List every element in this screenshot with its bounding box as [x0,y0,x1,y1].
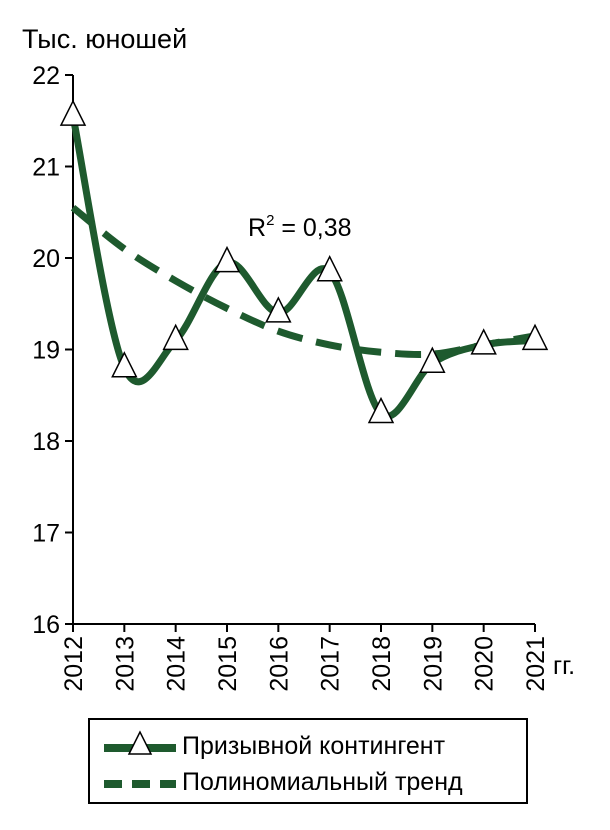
x-tick-label: 2018 [368,636,396,692]
y-tick-label: 17 [32,520,60,548]
data-point-marker [111,351,138,378]
y-axis-title: Тыс. юношей [22,24,188,54]
x-ticks: 2012 2013 2014 2015 2016 2017 2018 2019 2020 2021 [60,624,550,692]
legend-item-trend: Полиномиальный тренд [90,764,526,800]
x-tick-label: 2014 [163,636,191,692]
data-point-marker [470,328,497,355]
data-point-marker [521,323,549,351]
chart-legend: Призывной контингент Полиномиальный трен… [88,718,528,804]
legend-dashed-line-icon [104,780,176,788]
y-tick-label: 18 [32,428,60,456]
x-tick-label: 2019 [419,636,447,692]
data-point-marker [419,346,446,373]
x-axis-unit: гг. [553,652,576,680]
r-value: = 0,38 [274,214,352,242]
x-tick-label: 2020 [471,636,499,692]
legend-solid-triangle-icon [104,730,176,755]
y-tick-label: 21 [32,154,60,182]
y-tick-label: 16 [32,611,60,639]
x-tick-label: 2016 [265,636,293,692]
data-point-marker [213,245,241,273]
data-point-marker [367,396,395,424]
y-tick-label: 22 [32,62,60,90]
y-ticks: 16 17 18 19 20 21 22 [32,62,73,639]
legend-label-trend: Полиномиальный тренд [182,768,463,796]
main-series [59,99,549,424]
x-tick-label: 2013 [111,636,139,692]
data-point-marker [59,99,87,126]
y-tick-label: 20 [32,245,60,273]
r-label: R [248,214,267,242]
x-tick-label: 2021 [522,636,550,692]
y-tick-label: 19 [32,337,60,365]
x-tick-label: 2015 [214,636,242,692]
data-point-marker [316,255,343,282]
data-point-marker [162,323,189,351]
x-tick-label: 2017 [317,636,345,692]
legend-label-main: Призывной контингент [182,732,446,760]
r-squared-annotation: R2 = 0,38 [248,212,352,243]
main-series-line [69,115,536,420]
r-superscript: 2 [266,212,275,229]
x-tick-label: 2012 [60,636,88,692]
legend-item-main: Призывной контингент [90,728,526,764]
data-point-marker [265,296,292,323]
